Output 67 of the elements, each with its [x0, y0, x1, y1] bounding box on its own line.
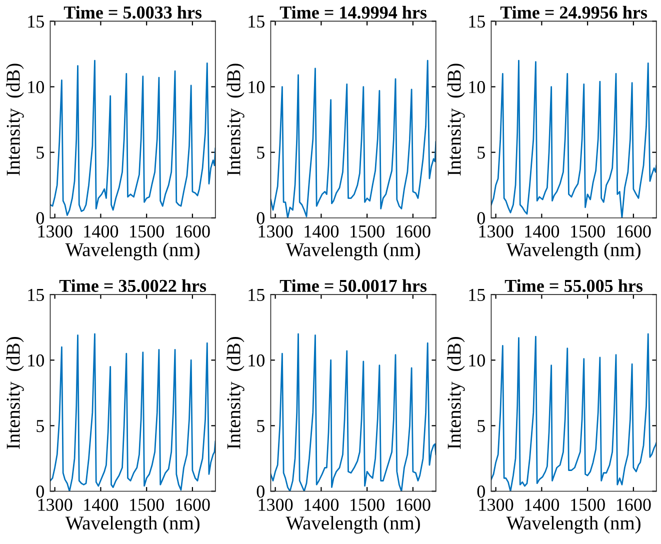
x-tick-label: 1600: [176, 498, 210, 511]
y-tick-label: 15: [469, 288, 485, 302]
y-tick-label: 10: [28, 81, 44, 94]
y-tick-label: 10: [469, 81, 485, 94]
chart-title: Time = 55.005 hrs: [504, 279, 643, 292]
x-tick-label: 1600: [616, 498, 651, 511]
y-tick-label: 15: [28, 16, 44, 28]
y-tick-label: 0: [36, 485, 44, 498]
x-axis-title: Wavelength (nm): [65, 242, 200, 260]
x-tick-label: 1500: [571, 498, 605, 511]
y-axis-title: Intensity (dB): [447, 64, 465, 176]
x-axis-title: Wavelength (nm): [286, 242, 420, 260]
x-tick-label: 1400: [525, 225, 560, 238]
x-tick-label: 1600: [616, 225, 651, 238]
y-tick-label: 10: [28, 354, 44, 367]
chart-title: Time = 24.9956 hrs: [500, 6, 648, 19]
chart-title: Time = 50.0017 hrs: [280, 279, 427, 292]
chart-title: Time = 35.0022 hrs: [59, 279, 206, 292]
y-tick-label: 10: [248, 354, 264, 367]
line-series: [50, 60, 216, 216]
x-tick-label: 1500: [571, 225, 605, 238]
x-tick-label: 1300: [258, 225, 293, 238]
x-tick-label: 1400: [84, 225, 118, 238]
y-tick-label: 15: [248, 16, 264, 28]
x-tick-label: 1600: [396, 225, 430, 238]
x-axis-title: Wavelength (nm): [286, 516, 420, 534]
x-tick-label: 1300: [479, 498, 514, 511]
y-tick-label: 15: [469, 16, 485, 28]
x-tick-label: 1500: [130, 498, 164, 511]
y-tick-label: 5: [478, 420, 485, 432]
x-tick-label: 1500: [350, 225, 384, 238]
y-axis-title: Intensity (dB): [447, 337, 465, 449]
y-tick-label: 10: [469, 354, 485, 367]
y-tick-label: 5: [257, 146, 264, 159]
y-tick-label: 15: [248, 288, 264, 302]
y-tick-label: 0: [256, 212, 264, 224]
y-tick-label: 5: [36, 420, 44, 432]
x-tick-label: 1600: [176, 225, 210, 238]
y-tick-label: 0: [477, 212, 485, 224]
y-tick-label: 0: [256, 485, 264, 498]
x-tick-label: 1300: [258, 498, 293, 511]
y-tick-label: 5: [257, 420, 264, 432]
x-tick-label: 1300: [479, 225, 514, 238]
y-tick-label: 0: [477, 485, 485, 498]
y-axis-title: Intensity (dB): [226, 64, 244, 176]
x-tick-label: 1400: [525, 498, 560, 511]
x-tick-label: 1400: [304, 225, 339, 238]
x-axis-title: Wavelength (nm): [65, 516, 200, 534]
y-tick-label: 10: [248, 81, 264, 94]
x-tick-label: 1300: [38, 225, 72, 238]
x-tick-label: 1600: [396, 498, 430, 511]
x-axis-title: Wavelength (nm): [506, 242, 640, 260]
x-tick-label: 1400: [304, 498, 339, 511]
y-axis-title: Intensity (dB): [226, 337, 244, 449]
y-axis-title: Intensity (dB): [6, 337, 24, 449]
x-tick-label: 1400: [84, 498, 118, 511]
x-tick-label: 1500: [130, 225, 164, 238]
x-tick-label: 1500: [350, 498, 384, 511]
y-tick-label: 5: [478, 146, 485, 159]
x-tick-label: 1300: [38, 498, 72, 511]
chart-title: Time = 5.0033 hrs: [64, 6, 202, 19]
y-tick-label: 0: [36, 212, 44, 224]
y-tick-label: 15: [28, 288, 44, 302]
y-axis-title: Intensity (dB): [6, 64, 24, 176]
x-axis-title: Wavelength (nm): [506, 516, 640, 534]
y-tick-label: 5: [36, 146, 44, 159]
chart-title: Time = 14.9994 hrs: [280, 6, 427, 19]
